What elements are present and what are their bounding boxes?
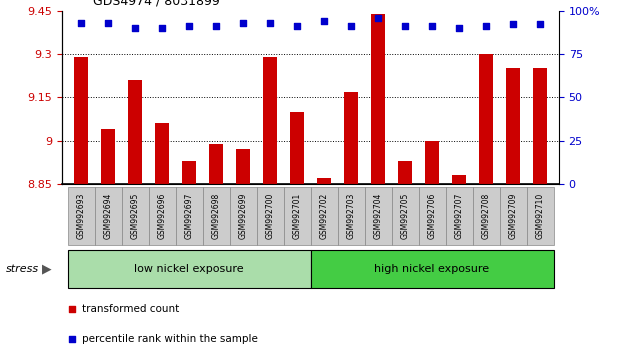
- Text: GSM992697: GSM992697: [184, 193, 194, 239]
- Text: GDS4974 / 8031899: GDS4974 / 8031899: [93, 0, 220, 7]
- Bar: [479, 54, 494, 184]
- Text: GSM992701: GSM992701: [292, 193, 302, 239]
- Point: [481, 23, 491, 29]
- Text: low nickel exposure: low nickel exposure: [134, 264, 244, 274]
- FancyBboxPatch shape: [365, 187, 391, 245]
- Point: [427, 23, 437, 29]
- Text: GSM992699: GSM992699: [238, 193, 248, 239]
- Point: [346, 23, 356, 29]
- Point: [292, 23, 302, 29]
- FancyBboxPatch shape: [419, 187, 445, 245]
- Point: [211, 23, 221, 29]
- Text: stress: stress: [6, 264, 39, 274]
- Point: [373, 15, 383, 21]
- FancyBboxPatch shape: [310, 187, 337, 245]
- FancyBboxPatch shape: [122, 187, 148, 245]
- Text: GSM992710: GSM992710: [535, 193, 545, 239]
- Point: [238, 20, 248, 25]
- Bar: [181, 161, 196, 184]
- Text: GSM992695: GSM992695: [130, 193, 140, 239]
- Bar: [371, 13, 386, 184]
- Text: percentile rank within the sample: percentile rank within the sample: [82, 334, 258, 344]
- Point: [103, 20, 113, 25]
- Point: [400, 23, 410, 29]
- FancyBboxPatch shape: [230, 187, 256, 245]
- Bar: [425, 141, 440, 184]
- FancyBboxPatch shape: [68, 187, 94, 245]
- Text: GSM992694: GSM992694: [104, 193, 112, 239]
- Point: [130, 25, 140, 31]
- Point: [319, 18, 329, 24]
- Bar: [209, 144, 224, 184]
- Bar: [533, 68, 548, 184]
- FancyBboxPatch shape: [202, 187, 230, 245]
- Point: [67, 306, 77, 312]
- Text: GSM992706: GSM992706: [427, 193, 437, 239]
- Point: [508, 22, 518, 27]
- Bar: [343, 92, 358, 184]
- FancyBboxPatch shape: [527, 187, 553, 245]
- Point: [265, 20, 275, 25]
- Bar: [235, 149, 250, 184]
- FancyBboxPatch shape: [499, 187, 527, 245]
- Text: GSM992698: GSM992698: [212, 193, 220, 239]
- Point: [67, 336, 77, 342]
- Text: high nickel exposure: high nickel exposure: [374, 264, 489, 274]
- Bar: [505, 68, 520, 184]
- FancyBboxPatch shape: [391, 187, 419, 245]
- Text: ▶: ▶: [42, 263, 52, 275]
- FancyBboxPatch shape: [337, 187, 365, 245]
- Point: [184, 23, 194, 29]
- Text: GSM992696: GSM992696: [158, 193, 166, 239]
- Bar: [397, 161, 412, 184]
- Bar: [127, 80, 142, 184]
- FancyBboxPatch shape: [445, 187, 473, 245]
- Text: GSM992707: GSM992707: [455, 193, 463, 239]
- Text: GSM992708: GSM992708: [481, 193, 491, 239]
- Point: [76, 20, 86, 25]
- Text: GSM992704: GSM992704: [373, 193, 383, 239]
- Text: transformed count: transformed count: [82, 304, 179, 314]
- Point: [535, 22, 545, 27]
- Bar: [289, 112, 304, 184]
- Text: GSM992703: GSM992703: [347, 193, 355, 239]
- Bar: [155, 123, 170, 184]
- Bar: [263, 57, 278, 184]
- Text: GSM992693: GSM992693: [76, 193, 86, 239]
- Point: [454, 25, 464, 31]
- FancyBboxPatch shape: [284, 187, 310, 245]
- Bar: [101, 129, 116, 184]
- FancyBboxPatch shape: [473, 187, 499, 245]
- FancyBboxPatch shape: [94, 187, 122, 245]
- Bar: [73, 57, 88, 184]
- FancyBboxPatch shape: [310, 250, 553, 288]
- Text: GSM992709: GSM992709: [509, 193, 517, 239]
- Bar: [451, 175, 466, 184]
- Bar: [317, 178, 332, 184]
- Text: GSM992705: GSM992705: [401, 193, 409, 239]
- FancyBboxPatch shape: [68, 250, 310, 288]
- FancyBboxPatch shape: [148, 187, 176, 245]
- FancyBboxPatch shape: [176, 187, 202, 245]
- FancyBboxPatch shape: [256, 187, 284, 245]
- Text: GSM992702: GSM992702: [319, 193, 329, 239]
- Point: [157, 25, 167, 31]
- Text: GSM992700: GSM992700: [266, 193, 274, 239]
